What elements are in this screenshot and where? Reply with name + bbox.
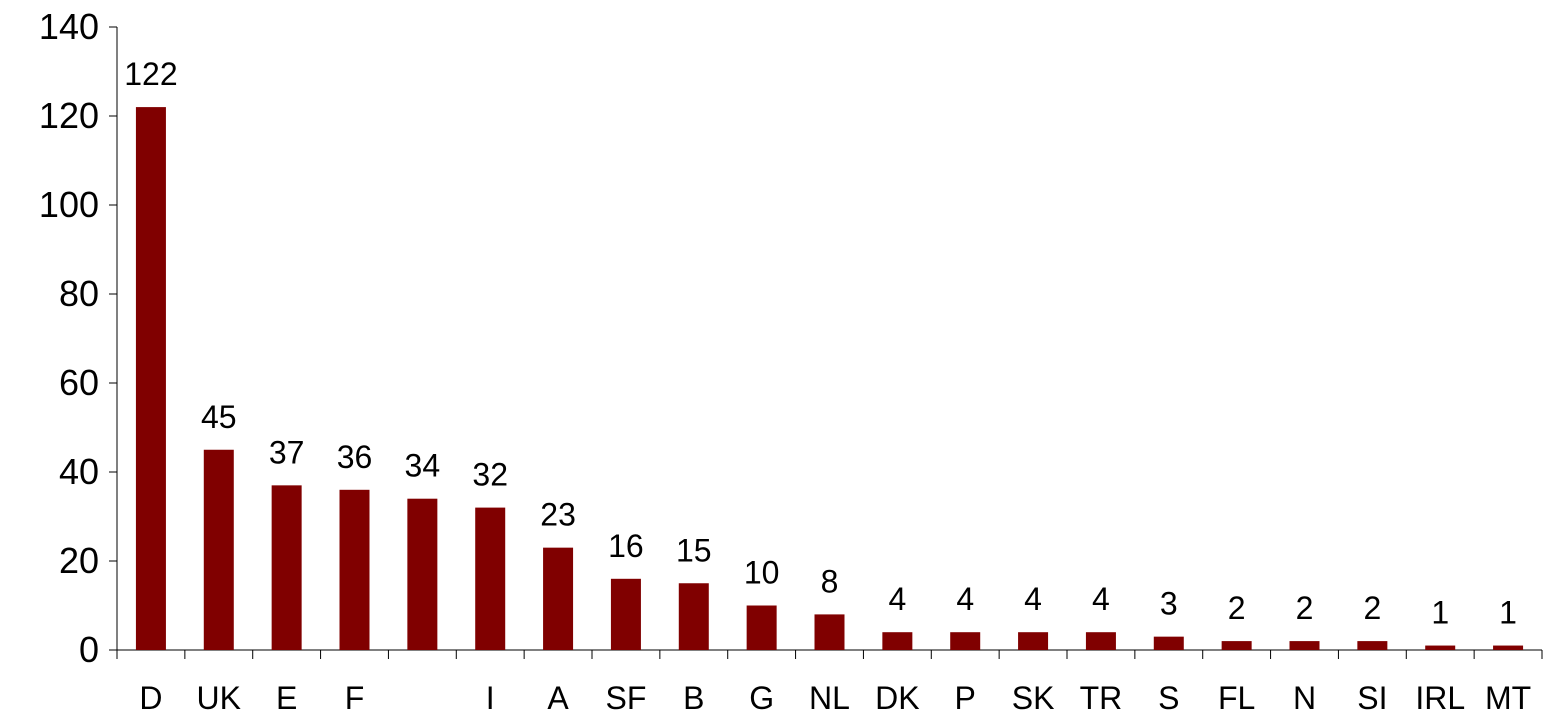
x-axis xyxy=(116,649,1543,659)
category-label: D xyxy=(139,680,162,716)
data-label: 2 xyxy=(1296,590,1314,626)
y-axis: 0 20 40 60 80 100 120 140 xyxy=(39,6,118,670)
data-label: 15 xyxy=(676,532,712,568)
bars xyxy=(135,107,1524,651)
data-label: 10 xyxy=(744,555,780,591)
bar xyxy=(950,632,981,650)
bar xyxy=(1289,641,1320,650)
category-label: P xyxy=(955,680,976,716)
data-label: 16 xyxy=(608,528,644,564)
data-label: 4 xyxy=(956,581,974,617)
data-label: 36 xyxy=(337,439,373,475)
category-label: UK xyxy=(197,680,241,716)
data-label: 23 xyxy=(540,497,576,533)
category-label: FL xyxy=(1218,680,1255,716)
category-label: DK xyxy=(875,680,919,716)
y-tick-label: 20 xyxy=(59,540,99,581)
bar xyxy=(407,498,438,650)
category-label: A xyxy=(547,680,569,716)
data-label: 2 xyxy=(1228,590,1246,626)
bar xyxy=(475,507,506,650)
y-tick-label: 100 xyxy=(39,184,99,225)
category-label: TR xyxy=(1080,680,1123,716)
bar xyxy=(814,614,845,650)
data-label: 8 xyxy=(821,563,839,599)
category-label: I xyxy=(486,680,495,716)
category-label: S xyxy=(1158,680,1179,716)
data-label: 1 xyxy=(1431,595,1449,631)
y-tick-label: 140 xyxy=(39,6,99,47)
y-tick-label: 0 xyxy=(79,629,99,670)
data-label: 1 xyxy=(1499,595,1517,631)
y-tick-label: 80 xyxy=(59,273,99,314)
category-label: N xyxy=(1293,680,1316,716)
category-label: E xyxy=(276,680,297,716)
bar xyxy=(543,547,574,650)
bar xyxy=(1221,641,1252,650)
data-label: 45 xyxy=(201,399,237,435)
data-label: 2 xyxy=(1363,590,1381,626)
bar xyxy=(610,578,641,650)
bar xyxy=(1357,641,1388,650)
category-label: NL xyxy=(809,680,850,716)
bar xyxy=(271,485,302,650)
y-tick-label: 60 xyxy=(59,362,99,403)
category-label: SI xyxy=(1357,680,1387,716)
bar xyxy=(746,605,777,650)
bar xyxy=(1493,645,1524,650)
bar xyxy=(1425,645,1456,650)
bar xyxy=(882,632,913,650)
y-tick-label: 40 xyxy=(59,451,99,492)
data-label: 34 xyxy=(405,448,441,484)
category-label: SK xyxy=(1012,680,1055,716)
category-label: IRL xyxy=(1415,680,1465,716)
data-label: 32 xyxy=(472,457,508,493)
bar xyxy=(135,107,166,651)
category-label: F xyxy=(345,680,365,716)
data-label: 4 xyxy=(1092,581,1110,617)
data-label: 3 xyxy=(1160,586,1178,622)
y-tick-label: 120 xyxy=(39,95,99,136)
data-label: 37 xyxy=(269,434,305,470)
category-label: B xyxy=(683,680,704,716)
data-label: 122 xyxy=(124,56,177,92)
bar xyxy=(1085,632,1116,650)
category-label: G xyxy=(749,680,774,716)
bar xyxy=(203,449,234,650)
bar xyxy=(1018,632,1049,650)
bar xyxy=(1153,636,1184,650)
category-label: SF xyxy=(605,680,646,716)
category-labels: D UK E F I A SF B G NL DK P SK TR S FL N SI IRL MT xyxy=(139,680,1531,716)
data-label: 4 xyxy=(1024,581,1042,617)
bar xyxy=(678,583,709,650)
bar xyxy=(339,489,370,650)
category-label: MT xyxy=(1485,680,1531,716)
data-label: 4 xyxy=(888,581,906,617)
